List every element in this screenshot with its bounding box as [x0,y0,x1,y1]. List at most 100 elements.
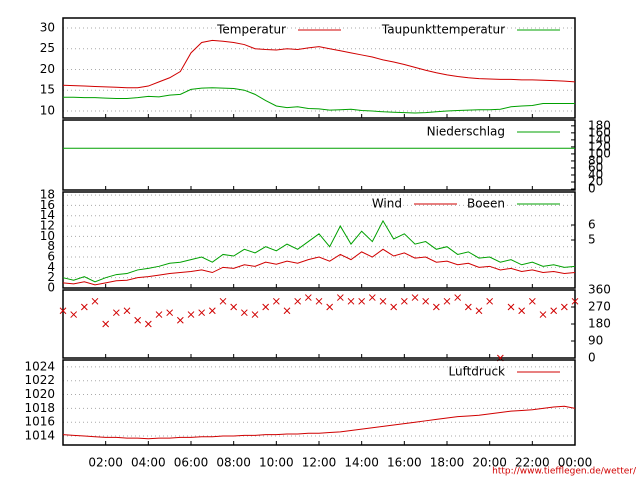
direction-mark [91,297,99,305]
y-tick-label: 15 [40,83,55,97]
direction-mark [528,297,536,305]
direction-mark [358,297,366,305]
direction-mark [102,320,110,328]
y-tick-label: 18 [40,188,55,202]
direction-mark [550,307,558,315]
direction-mark [454,294,462,301]
x-tick-label: 06:00 [174,456,209,470]
y-tick-label: 14 [40,208,55,222]
direction-mark [80,303,88,311]
y-tick-label: 0 [47,281,55,295]
legend-label: Niederschlag [427,125,505,139]
y-tick-label: 1024 [24,359,55,373]
y2-tick-label: 120 [588,139,611,153]
x-tick-label: 18:00 [430,456,465,470]
direction-mark [262,303,270,311]
direction-mark [443,297,451,305]
legend-label: Luftdruck [448,365,505,379]
footer-url: http://www.tiefflegen.de/wetter/ [492,467,637,477]
direction-mark [230,303,238,311]
direction-mark [315,297,323,305]
direction-mark [560,303,568,311]
y2-tick-label: 0 [588,351,596,365]
y-tick-label: 2 [47,270,55,284]
y2-tick-label: 40 [588,167,603,181]
direction-mark [507,303,515,311]
direction-mark [336,294,344,301]
direction-mark [304,294,312,301]
y2-tick-label: 100 [588,146,611,160]
y2-tick-label: 140 [588,132,611,146]
direction-mark [571,297,579,305]
legend-label: Taupunkttemperatur [381,23,505,37]
y-tick-label: 1022 [24,373,55,387]
series-line [62,219,576,283]
y-tick-label: 10 [40,229,55,243]
y2-tick-label: 0 [588,182,596,196]
direction-mark [251,311,259,318]
y2-tick-label: 180 [588,118,611,132]
direction-mark [198,309,206,317]
direction-mark [326,303,334,311]
y-tick-label: 12 [40,219,55,233]
direction-mark [240,309,248,317]
y-tick-label: 1018 [24,401,55,415]
direction-mark [379,297,387,305]
x-tick-label: 08:00 [216,456,251,470]
x-tick-label: 02:00 [88,456,123,470]
x-tick-label: 04:00 [131,456,166,470]
y-tick-label: 1020 [24,387,55,401]
y2-tick-label: 270 [588,300,611,314]
y-tick-label: 4 [47,260,55,274]
x-tick-label: 16:00 [387,456,422,470]
x-tick-label: 14:00 [344,456,379,470]
series-line [62,39,576,89]
direction-mark [219,297,227,305]
y-tick-label: 20 [40,62,55,76]
direction-mark [272,297,280,305]
direction-mark [400,297,408,305]
legend-label: Temperatur [216,23,286,37]
direction-mark [475,307,483,315]
y2-tick-label: 6 [588,218,596,232]
direction-mark [70,311,78,318]
y2-tick-label: 20 [588,174,603,188]
y2-tick-label: 60 [588,160,603,174]
direction-mark [208,307,216,315]
direction-mark [464,303,472,311]
direction-mark [176,316,184,324]
direction-mark [390,303,398,311]
y-tick-label: 16 [40,198,55,212]
y2-tick-label: 5 [588,233,596,247]
y-tick-label: 1016 [24,415,55,429]
y2-tick-label: 360 [588,283,611,297]
direction-mark [123,307,131,315]
direction-mark [155,311,163,318]
y-tick-label: 30 [40,20,55,34]
direction-mark [59,307,67,315]
direction-mark [166,309,174,317]
y2-tick-label: 180 [588,317,611,331]
x-tick-label: 12:00 [302,456,337,470]
direction-mark [112,309,120,317]
y-tick-label: 10 [40,103,55,117]
legend-label: Boeen [467,197,505,211]
direction-mark [486,297,494,305]
y-tick-label: 8 [47,239,55,253]
x-tick-label: 00:00 [558,456,593,470]
direction-mark [422,297,430,305]
y2-tick-label: 90 [588,334,603,348]
direction-mark [144,320,152,328]
direction-mark [432,303,440,311]
series-line [62,405,576,440]
y-tick-label: 25 [40,41,55,55]
panel-frame [62,289,576,359]
y2-tick-label: 80 [588,153,603,167]
direction-mark [411,294,419,301]
series-line [62,248,576,286]
direction-mark [134,316,142,324]
x-tick-label: 20:00 [472,456,507,470]
y2-tick-label: 160 [588,125,611,139]
y-tick-label: 1014 [24,429,55,443]
